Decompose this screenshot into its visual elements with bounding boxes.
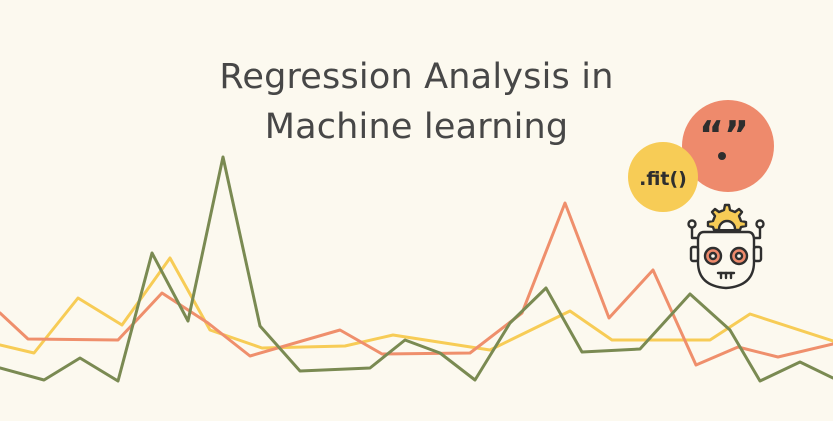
- quote-dot: [718, 152, 726, 160]
- robot-head-icon: [687, 203, 765, 290]
- title-line-2: Machine learning: [264, 107, 569, 147]
- green-wave: [0, 155, 833, 383]
- salmon-wave: [0, 201, 833, 367]
- quote-bubble: “”: [682, 100, 774, 192]
- gear-icon: [706, 203, 748, 232]
- fit-bubble: .fit(): [628, 142, 698, 212]
- page-title: Regression Analysis in Machine learning: [0, 52, 833, 152]
- quote-marks: “”: [699, 113, 749, 157]
- title-line-1: Regression Analysis in: [219, 57, 614, 97]
- fit-label: .fit(): [639, 168, 687, 190]
- yellow-wave: [0, 256, 833, 355]
